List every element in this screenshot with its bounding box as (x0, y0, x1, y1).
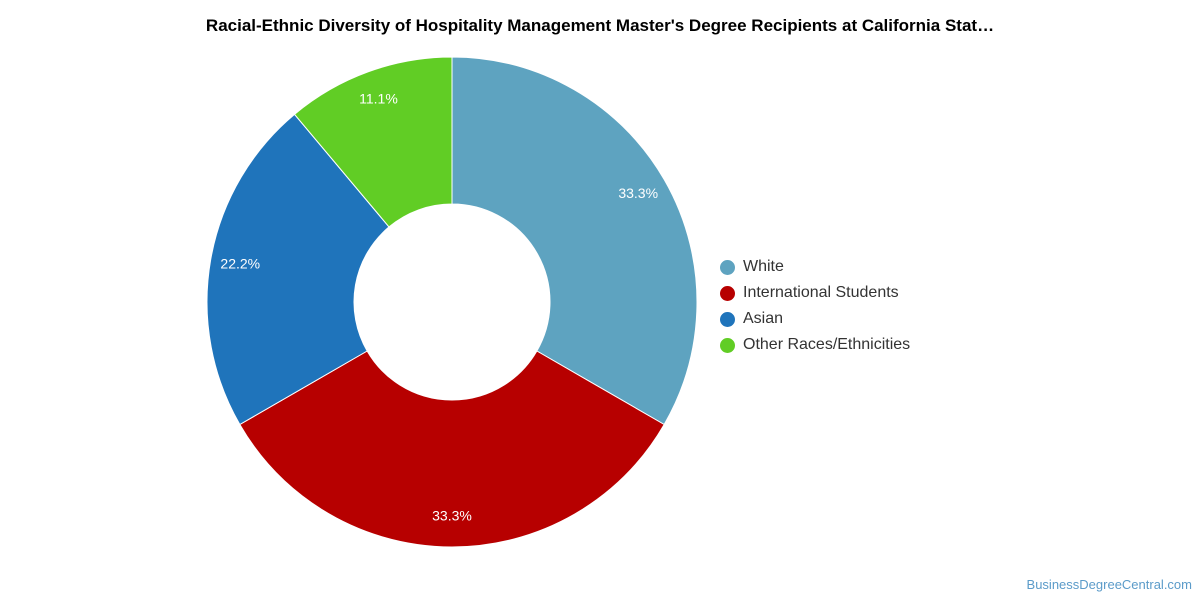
watermark-link[interactable]: BusinessDegreeCentral.com (1026, 577, 1192, 592)
legend-swatch-asian (720, 311, 735, 327)
slice-label-asian: 22.2% (220, 255, 260, 271)
legend-swatch-other-races-ethnicities (720, 337, 735, 353)
legend-swatch-white (720, 259, 735, 275)
legend-item-other-races-ethnicities[interactable]: Other Races/Ethnicities (720, 332, 910, 358)
slice-asian[interactable] (206, 113, 390, 426)
legend-label-asian: Asian (743, 310, 784, 327)
slice-white[interactable] (451, 56, 698, 426)
chart-title: Racial-Ethnic Diversity of Hospitality M… (205, 16, 995, 35)
slice-label-white: 33.3% (618, 185, 658, 201)
legend-label-white: White (743, 258, 784, 275)
slice-other-races-ethnicities[interactable] (293, 56, 453, 228)
legend-item-asian[interactable]: Asian (720, 306, 910, 332)
legend-label-international-students: International Students (743, 284, 899, 301)
slice-international-students[interactable] (239, 350, 665, 548)
legend-item-international-students[interactable]: International Students (720, 280, 910, 306)
legend: White International Students Asian Other… (720, 254, 910, 358)
legend-swatch-international-students (720, 285, 735, 301)
legend-item-white[interactable]: White (720, 254, 910, 280)
slice-label-international-students: 33.3% (432, 508, 472, 524)
legend-label-other-races-ethnicities: Other Races/Ethnicities (743, 336, 911, 353)
slice-label-other-races-ethnicities: 11.1% (359, 91, 398, 107)
